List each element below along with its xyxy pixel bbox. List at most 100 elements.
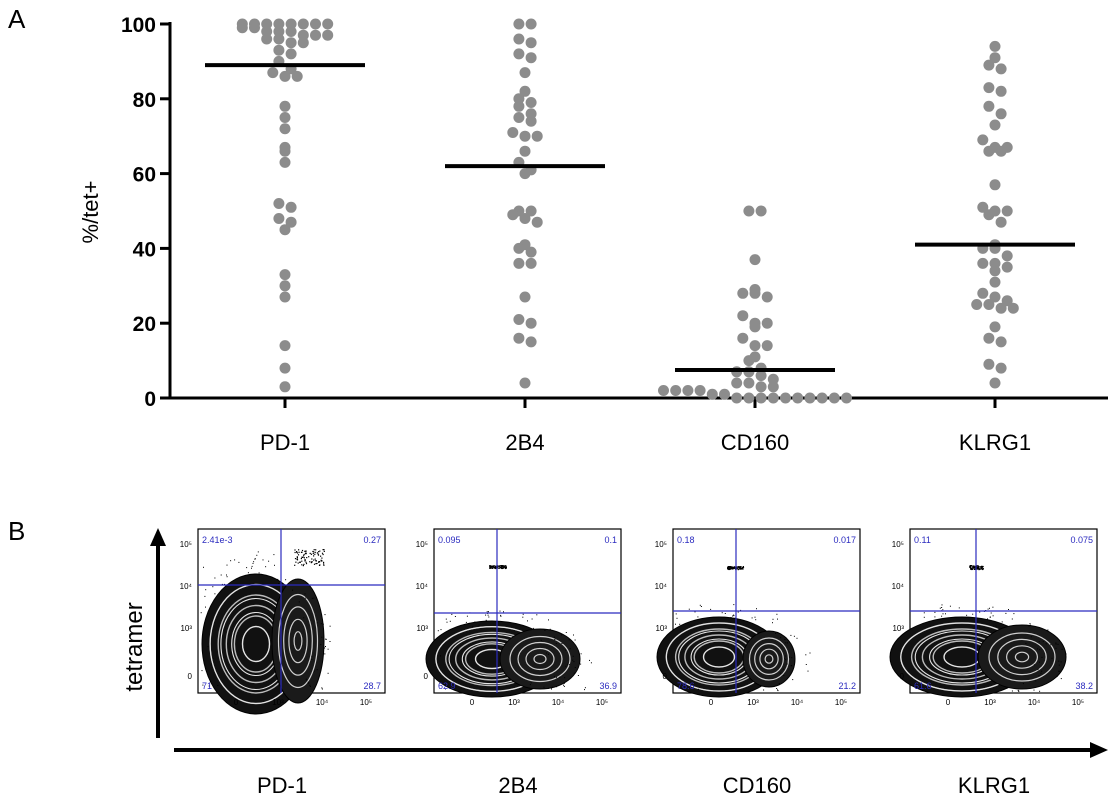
data-point [285,37,297,49]
event-dot [785,642,787,644]
event-dot [1038,641,1040,642]
event-dot [309,552,311,554]
event-dot [522,613,524,615]
data-point [767,392,779,404]
y-tick-label: 0 [663,672,668,681]
event-dots [200,549,331,690]
event-dot [305,553,307,555]
y-ticks: 0 20 40 60 80 100 [121,14,170,411]
event-dot [736,566,738,568]
event-dot [294,564,296,566]
event-dot [732,615,734,617]
event-dot [973,566,975,568]
event-dot [1029,623,1031,625]
panel-a-letter: A [8,4,26,34]
y-tick-label: 10³ [416,624,428,633]
event-dot [323,563,325,565]
event-dot [212,658,214,660]
event-dot [923,612,925,614]
contour-ring [759,648,779,670]
panel-b-letter: B [8,516,25,546]
event-dot [492,565,494,567]
event-dot [257,551,259,553]
data-point [507,209,519,221]
event-dot [739,568,741,570]
event-dot [738,567,740,569]
event-dot [1061,648,1063,650]
data-point [531,130,543,142]
event-dot [942,609,944,611]
event-dot [319,561,321,563]
event-dot [1041,656,1043,658]
event-dot [465,621,467,623]
event-dot [589,659,590,661]
flow-plot-pd1: 2.41e-3 0.27 71 28.7 0 10³ 10⁴ 10⁵ 0 10³ 10⁴ 10⁵ [180,528,386,715]
event-dot [489,565,491,567]
data-point [658,385,669,396]
event-dot [1058,670,1060,672]
data-point [761,317,773,329]
data-point [755,205,767,217]
data-point [983,358,995,370]
data-point [261,33,273,45]
data-point [279,123,291,135]
event-dot [982,568,984,570]
y-tick-label: 10³ [655,624,667,633]
event-dot [494,565,496,568]
data-point [761,340,773,352]
event-dot [1039,661,1040,663]
event-dot [807,670,809,672]
data-point [279,156,291,168]
event-dot [572,655,574,657]
event-dot [987,608,989,610]
event-dot [548,619,549,621]
y-tick-label: 0 [188,672,193,681]
contour-population [425,620,581,698]
data-point [670,385,682,396]
data-point [525,115,537,127]
event-dot [543,686,545,688]
event-dot [309,684,311,686]
x-tick-label: 0 [470,698,475,707]
contour-ring [1014,651,1030,663]
event-dot [939,607,941,609]
data-point [682,385,694,396]
x-tick-label: CD160 [721,430,789,455]
event-dot [561,643,563,644]
event-dot [972,613,974,615]
event-dot [486,611,488,613]
x-tick-label: 10⁴ [552,698,565,707]
event-dot [727,566,729,569]
event-dot [741,568,743,570]
data-point [743,377,755,389]
event-dot [567,663,569,665]
event-dot [730,617,732,618]
event-dot [303,617,305,619]
event-dot [736,568,738,570]
event-dot [522,616,524,618]
event-dot [313,555,315,557]
event-dot [721,612,723,614]
event-dot [569,664,570,666]
data-point [989,179,1001,191]
data-point [310,29,321,41]
tetramer-label: tetramer [121,602,148,691]
event-dot [278,583,280,584]
event-dot [734,566,736,568]
event-dot [777,689,778,691]
event-dot [437,630,439,632]
event-dot [220,574,222,576]
event-dot [492,567,494,569]
contour-ring [509,635,571,683]
data-point [983,82,995,94]
data-point [525,336,537,348]
event-dot [554,676,555,678]
event-dot [1038,675,1040,677]
event-dot [784,655,786,657]
event-dot [777,690,779,692]
event-dot [547,653,549,655]
event-dot [548,687,549,689]
data-point [1007,302,1019,314]
data-point [513,33,525,45]
